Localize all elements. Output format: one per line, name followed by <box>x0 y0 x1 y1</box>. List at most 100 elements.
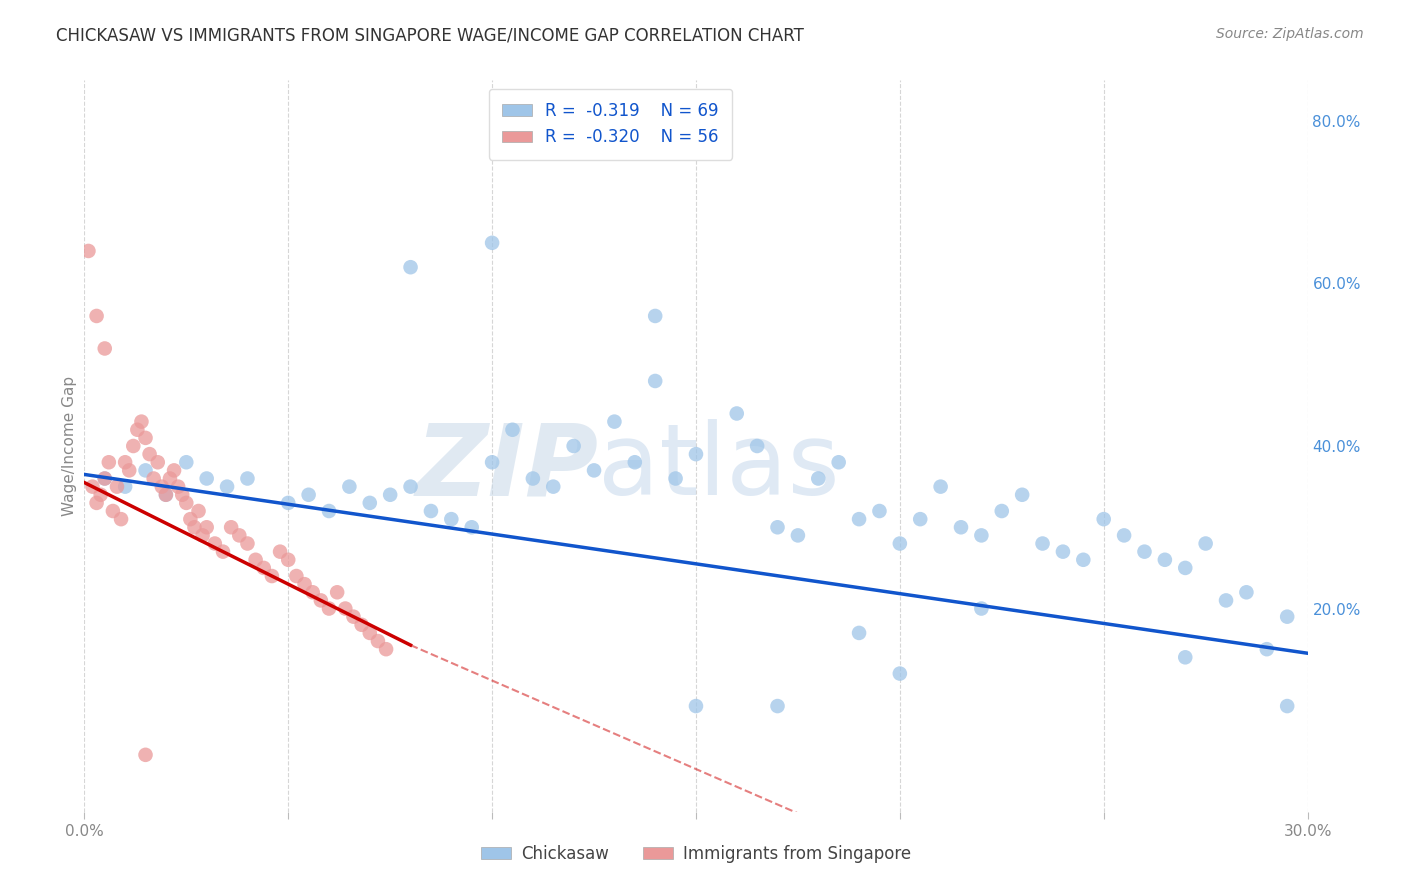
Point <box>93 342 115 356</box>
Point <box>375 642 398 657</box>
Point <box>105 480 128 494</box>
Point <box>269 544 291 558</box>
Point <box>725 407 748 421</box>
Point <box>90 488 112 502</box>
Point <box>1195 536 1218 550</box>
Point <box>97 455 120 469</box>
Point <box>440 512 463 526</box>
Point <box>461 520 484 534</box>
Point <box>1277 609 1299 624</box>
Point <box>101 504 124 518</box>
Point <box>187 504 209 518</box>
Point <box>1256 642 1278 657</box>
Y-axis label: Wage/Income Gap: Wage/Income Gap <box>62 376 77 516</box>
Point <box>420 504 443 518</box>
Point <box>399 480 422 494</box>
Point <box>298 488 321 502</box>
Point <box>1174 561 1197 575</box>
Point <box>889 666 911 681</box>
Point <box>118 463 141 477</box>
Point <box>522 471 544 485</box>
Point <box>326 585 349 599</box>
Point <box>236 471 259 485</box>
Point <box>1092 512 1115 526</box>
Point <box>309 593 332 607</box>
Point <box>562 439 585 453</box>
Point <box>929 480 952 494</box>
Point <box>135 463 157 477</box>
Point <box>766 520 789 534</box>
Point <box>950 520 973 534</box>
Point <box>204 536 226 550</box>
Point <box>787 528 810 542</box>
Point <box>1215 593 1237 607</box>
Legend: Chickasaw, Immigrants from Singapore: Chickasaw, Immigrants from Singapore <box>475 838 917 869</box>
Point <box>350 617 373 632</box>
Point <box>93 471 115 485</box>
Point <box>1154 553 1177 567</box>
Point <box>367 634 389 648</box>
Point <box>167 480 190 494</box>
Point <box>848 626 870 640</box>
Point <box>766 699 789 714</box>
Point <box>122 439 145 453</box>
Point <box>970 528 993 542</box>
Point <box>253 561 276 575</box>
Text: atlas: atlas <box>598 419 839 516</box>
Point <box>1052 544 1074 558</box>
Point <box>82 480 104 494</box>
Point <box>848 512 870 526</box>
Point <box>335 601 357 615</box>
Point <box>339 480 361 494</box>
Point <box>93 471 115 485</box>
Point <box>150 480 173 494</box>
Point <box>644 309 666 323</box>
Point <box>245 553 267 567</box>
Point <box>1073 553 1095 567</box>
Point <box>228 528 250 542</box>
Point <box>624 455 647 469</box>
Point <box>399 260 422 275</box>
Point <box>195 520 218 534</box>
Point <box>1174 650 1197 665</box>
Point <box>260 569 283 583</box>
Point <box>1133 544 1156 558</box>
Point <box>86 496 108 510</box>
Point <box>294 577 316 591</box>
Point <box>685 447 707 461</box>
Point <box>191 528 214 542</box>
Point <box>131 415 153 429</box>
Point <box>991 504 1014 518</box>
Point <box>342 609 364 624</box>
Point <box>502 423 524 437</box>
Point <box>155 488 177 502</box>
Point <box>828 455 851 469</box>
Point <box>174 496 197 510</box>
Point <box>685 699 707 714</box>
Point <box>1277 699 1299 714</box>
Point <box>114 480 136 494</box>
Point <box>135 431 157 445</box>
Point <box>217 480 239 494</box>
Point <box>77 244 100 258</box>
Text: ZIP: ZIP <box>415 419 598 516</box>
Point <box>172 488 194 502</box>
Point <box>138 447 160 461</box>
Point <box>174 455 197 469</box>
Point <box>114 455 136 469</box>
Point <box>543 480 565 494</box>
Point <box>481 455 503 469</box>
Point <box>86 309 108 323</box>
Text: CHICKASAW VS IMMIGRANTS FROM SINGAPORE WAGE/INCOME GAP CORRELATION CHART: CHICKASAW VS IMMIGRANTS FROM SINGAPORE W… <box>56 27 804 45</box>
Point <box>127 423 149 437</box>
Point <box>163 463 186 477</box>
Point <box>179 512 201 526</box>
Point <box>219 520 242 534</box>
Point <box>159 471 181 485</box>
Point <box>318 601 340 615</box>
Point <box>155 488 177 502</box>
Point <box>583 463 606 477</box>
Point <box>146 455 169 469</box>
Point <box>603 415 626 429</box>
Point <box>1032 536 1054 550</box>
